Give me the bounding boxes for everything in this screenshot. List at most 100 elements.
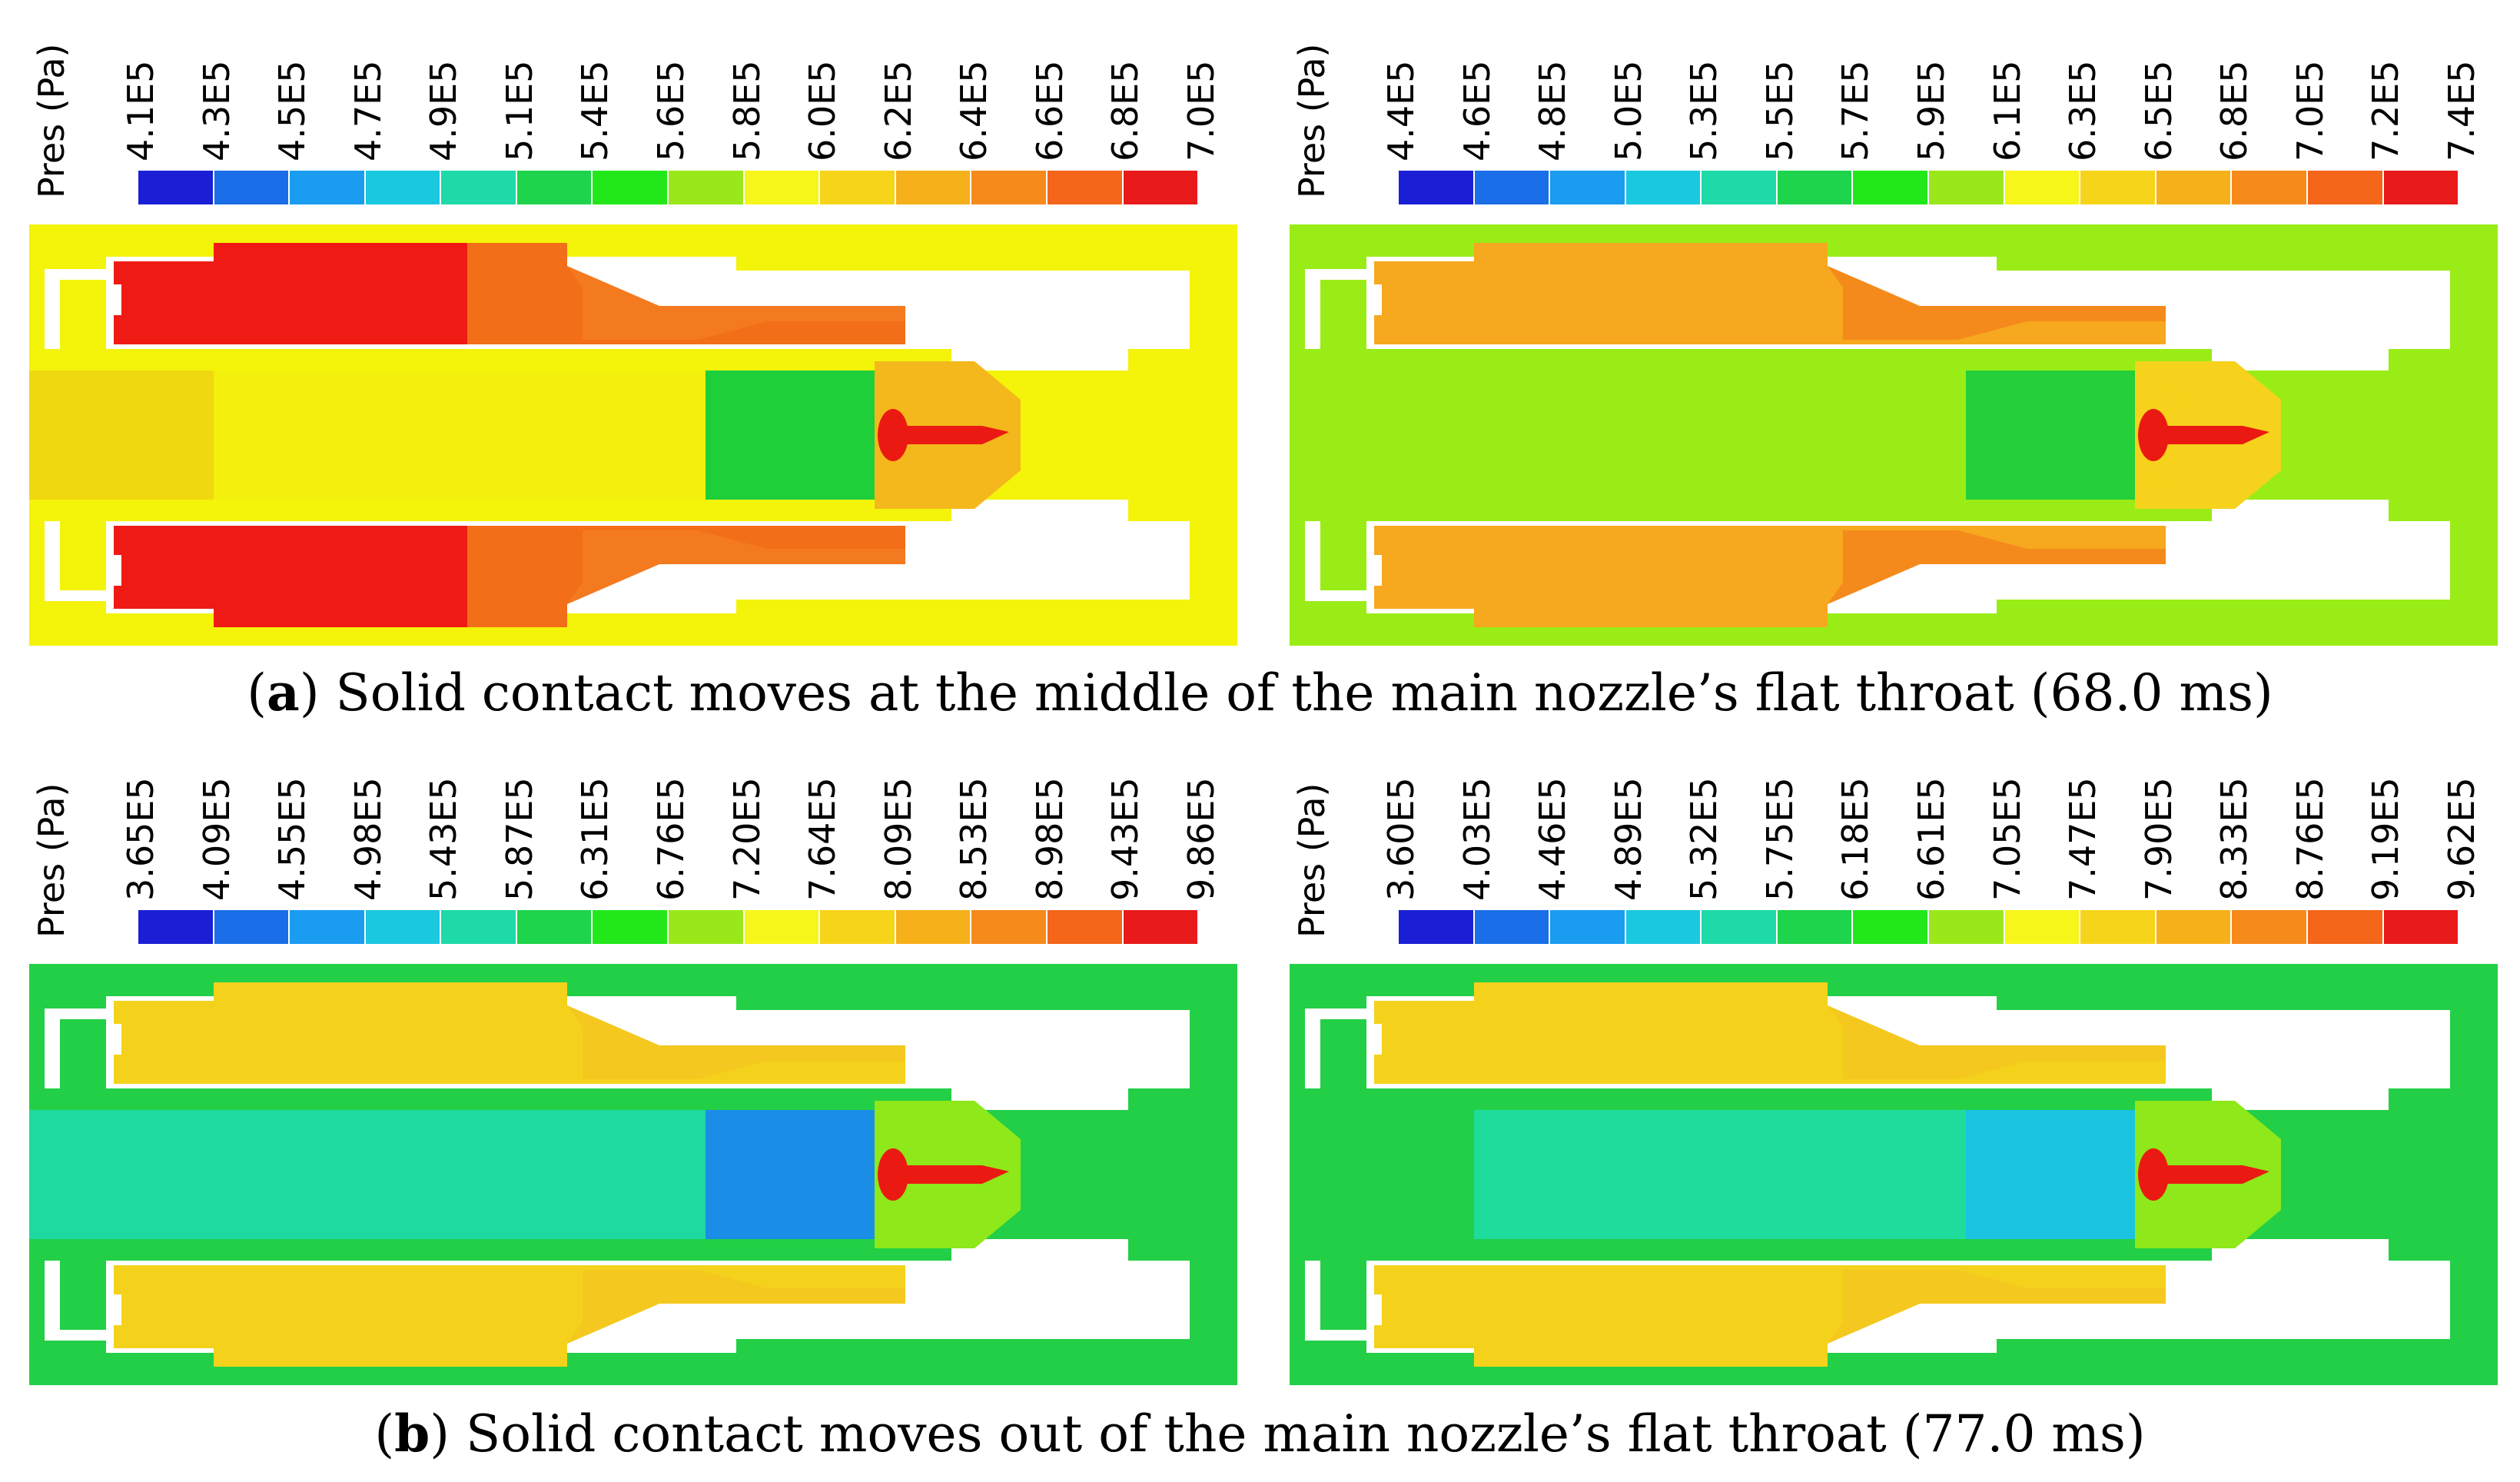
- colorbar-tick: 4.46E5: [1512, 755, 1589, 901]
- colorbar-segment: [138, 910, 214, 944]
- colorbar-tick: 5.3E5: [1663, 15, 1740, 162]
- chamber: [114, 526, 467, 627]
- colorbar-segment: [1399, 910, 1475, 944]
- colorbar-segment: [290, 910, 366, 944]
- colorbar-tick: 5.6E5: [630, 15, 707, 162]
- colorbar-tick: 6.6E5: [1009, 15, 1086, 162]
- colorbar: [1399, 910, 2460, 944]
- chamber: [114, 1265, 467, 1367]
- colorbar-tick: 5.87E5: [479, 755, 556, 901]
- wall-outlet: [1997, 271, 2450, 370]
- legend-title-text: Pres (Pa): [1291, 783, 1333, 938]
- colorbar-tick: 4.4E5: [1360, 15, 1437, 162]
- colorbar-segment: [1777, 910, 1854, 944]
- colorbar-tick: 4.3E5: [176, 15, 253, 162]
- colorbar-tick-label: 7.0E5: [1180, 60, 1222, 162]
- colorbar-tick: 7.64E5: [782, 755, 858, 901]
- solid-contact: [706, 370, 882, 500]
- jet-core: [2150, 426, 2269, 444]
- contour-panel-b-left: Pres (Pa) 3.65E5 4.09E5 4.55E5 4.98E5 5.43E5 5…: [0, 739, 1260, 1416]
- colorbar-segment: [2383, 910, 2460, 944]
- colorbar-tick: 6.4E5: [933, 15, 1010, 162]
- legend-title-text: Pres (Pa): [31, 783, 72, 938]
- colorbar-tick-label: 6.8E5: [1104, 60, 1147, 162]
- wall-bracket: [45, 1008, 106, 1088]
- colorbar-segment: [1929, 171, 2005, 204]
- colorbar-tick-label: 4.4E5: [1380, 60, 1422, 162]
- duct: [1828, 1270, 2166, 1344]
- colorbar-tick-label: 4.1E5: [120, 60, 161, 162]
- chamber: [1374, 243, 1728, 344]
- wall-bracket: [45, 521, 106, 601]
- colorbar-tick-label: 7.20E5: [725, 777, 768, 901]
- colorbar-tick: 9.19E5: [2345, 755, 2422, 901]
- colorbar-tick-labels: 3.65E5 4.09E5 4.55E5 4.98E5 5.43E5 5.87E5 6.31…: [115, 755, 1222, 901]
- colorbar-segment: [971, 171, 1048, 204]
- solid-contact: [706, 1110, 882, 1239]
- colorbar-tick-label: 7.05E5: [1986, 777, 2028, 901]
- colorbar-segment: [2004, 171, 2081, 204]
- colorbar-tick-label: 4.9E5: [423, 60, 465, 162]
- colorbar-segment: [516, 171, 593, 204]
- pressure-field: [1290, 964, 2498, 1385]
- colorbar-segment: [290, 171, 366, 204]
- colorbar-tick: 6.5E5: [2118, 15, 2195, 162]
- legend-title: Pres (Pa): [31, 22, 77, 198]
- colorbar-tick: 5.0E5: [1588, 15, 1665, 162]
- colorbar-segment: [214, 171, 291, 204]
- colorbar-tick-label: 9.43E5: [1104, 777, 1147, 901]
- colorbar-tick-label: 5.87E5: [498, 777, 540, 901]
- colorbar-tick-label: 7.2E5: [2365, 60, 2407, 162]
- chamber: [1374, 982, 1728, 1084]
- wall-outlet: [1997, 1239, 2450, 1339]
- colorbar-segment: [2080, 171, 2156, 204]
- colorbar-tick-label: 7.47E5: [2062, 777, 2104, 901]
- wall-outlet: [736, 1239, 1190, 1339]
- colorbar-tick-label: 4.03E5: [1456, 777, 1498, 901]
- nozzle-geometry: [29, 224, 1237, 646]
- colorbar-tick: 7.2E5: [2345, 15, 2422, 162]
- colorbar-tick-label: 4.55E5: [271, 777, 314, 901]
- colorbar-tick: 7.0E5: [2269, 15, 2346, 162]
- colorbar-segment: [138, 171, 214, 204]
- jet-core: [890, 1165, 1009, 1184]
- wall-bracket: [1305, 1261, 1366, 1341]
- colorbar-tick: 5.75E5: [1739, 755, 1816, 901]
- core-left: [29, 370, 214, 500]
- colorbar: [138, 171, 1200, 204]
- colorbar-tick-labels: 3.60E5 4.03E5 4.46E5 4.89E5 5.32E5 5.75E5 6.18…: [1376, 755, 2482, 901]
- colorbar-tick: 4.8E5: [1512, 15, 1589, 162]
- colorbar-tick: 6.1E5: [1967, 15, 2044, 162]
- duct: [567, 1270, 905, 1344]
- colorbar-segment: [2383, 171, 2460, 204]
- pressure-field: [1290, 224, 2498, 646]
- colorbar-segment: [2307, 910, 2384, 944]
- colorbar-tick: 4.6E5: [1436, 15, 1513, 162]
- colorbar-tick: 4.03E5: [1436, 755, 1513, 901]
- colorbar-segment: [1625, 910, 1702, 944]
- colorbar-tick: 6.76E5: [630, 755, 707, 901]
- colorbar-tick-label: 5.3E5: [1683, 60, 1725, 162]
- colorbar-tick-label: 4.6E5: [1456, 60, 1498, 162]
- colorbar-tick: 5.1E5: [479, 15, 556, 162]
- colorbar-tick-label: 7.64E5: [802, 777, 844, 901]
- colorbar-segment: [1474, 910, 1551, 944]
- colorbar-tick-label: 5.4E5: [574, 60, 616, 162]
- colorbar-segment: [1777, 171, 1854, 204]
- pressure-field: [29, 964, 1237, 1385]
- colorbar-tick: 6.3E5: [2042, 15, 2119, 162]
- colorbar-tick-label: 6.18E5: [1834, 777, 1877, 901]
- colorbar-tick: 4.9E5: [403, 15, 480, 162]
- colorbar-tick: 9.62E5: [2421, 755, 2498, 901]
- colorbar-segment: [1047, 171, 1124, 204]
- jet-core: [2150, 1165, 2269, 1184]
- colorbar-tick: 7.20E5: [706, 755, 783, 901]
- colorbar-tick-label: 5.1E5: [498, 60, 540, 162]
- nozzle-geometry: [29, 964, 1237, 1385]
- colorbar-tick-label: 6.61E5: [1911, 777, 1952, 901]
- colorbar-tick-label: 8.33E5: [2213, 777, 2256, 901]
- colorbar-tick-label: 8.53E5: [953, 777, 995, 901]
- colorbar-segment: [593, 910, 669, 944]
- caption-b: (b) Solid contact moves out of the main …: [374, 1404, 2146, 1464]
- colorbar-segment: [1123, 910, 1200, 944]
